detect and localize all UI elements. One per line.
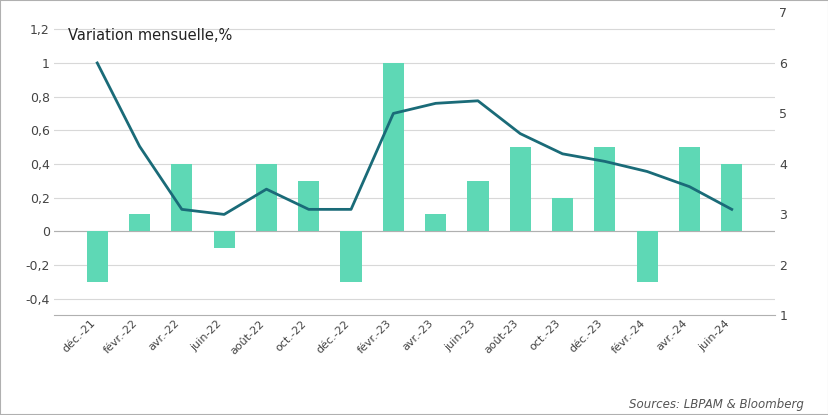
Bar [551,198,572,231]
Bar [340,231,361,282]
Bar [636,231,657,282]
Bar [171,164,192,231]
Bar [509,147,530,231]
Bar [298,181,319,231]
Bar [214,231,234,248]
Bar [467,181,488,231]
Text: Sources: LBPAM & Bloomberg: Sources: LBPAM & Bloomberg [628,398,803,411]
Bar [129,215,150,231]
Bar [425,215,445,231]
Bar [87,231,108,282]
Bar [256,164,277,231]
Bar [678,147,699,231]
Text: Variation mensuelle,%: Variation mensuelle,% [68,27,233,43]
Bar [720,164,741,231]
Bar [594,147,614,231]
Bar [383,63,403,231]
